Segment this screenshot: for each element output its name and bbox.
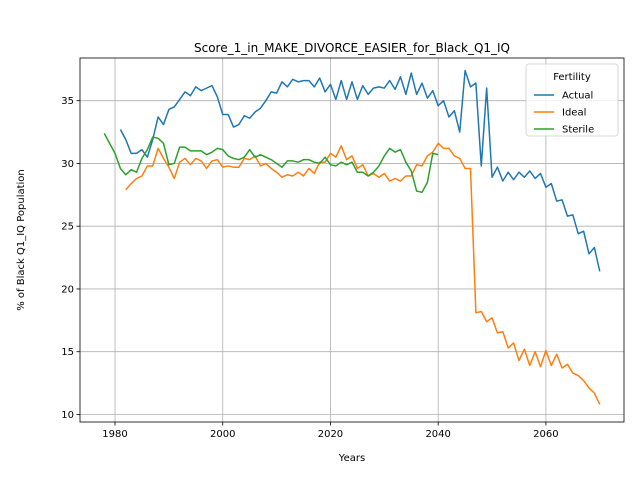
x-tick-label: 2020 <box>318 429 343 440</box>
y-axis-label: % of Black Q1_IQ Population <box>16 169 27 311</box>
y-axis: 10 15 20 25 30 35 <box>61 96 80 421</box>
series-layer <box>103 69 601 405</box>
legend-entries: Actual Ideal Sterile <box>534 91 594 136</box>
series-line-sterile <box>103 132 439 194</box>
legend: Fertility Actual Ideal Sterile <box>525 63 619 137</box>
x-tick-label: 1980 <box>102 429 127 440</box>
y-tick-label: 10 <box>61 410 74 421</box>
legend-label-actual: Actual <box>562 91 593 102</box>
chart-title: Score_1_in_MAKE_DIVORCE_EASIER_for_Black… <box>194 41 510 55</box>
series-line-actual <box>119 69 601 272</box>
y-tick-label: 30 <box>61 159 74 170</box>
legend-label-ideal: Ideal <box>562 108 586 119</box>
x-tick-label: 2060 <box>533 429 558 440</box>
y-tick-label: 15 <box>61 347 74 358</box>
y-tick-label: 25 <box>61 222 74 233</box>
legend-box <box>525 63 619 137</box>
series-line-ideal <box>125 142 601 405</box>
y-tick-label: 35 <box>61 96 74 107</box>
x-axis-label: Years <box>338 453 365 464</box>
x-axis: 1980 2000 2020 2040 2060 <box>102 422 559 440</box>
plot-frame <box>79 57 625 423</box>
legend-title: Fertility <box>553 72 591 83</box>
x-tick-label: 2040 <box>425 429 450 440</box>
x-tick-label: 2000 <box>210 429 235 440</box>
y-tick-label: 20 <box>61 284 74 295</box>
legend-label-sterile: Sterile <box>562 125 594 136</box>
